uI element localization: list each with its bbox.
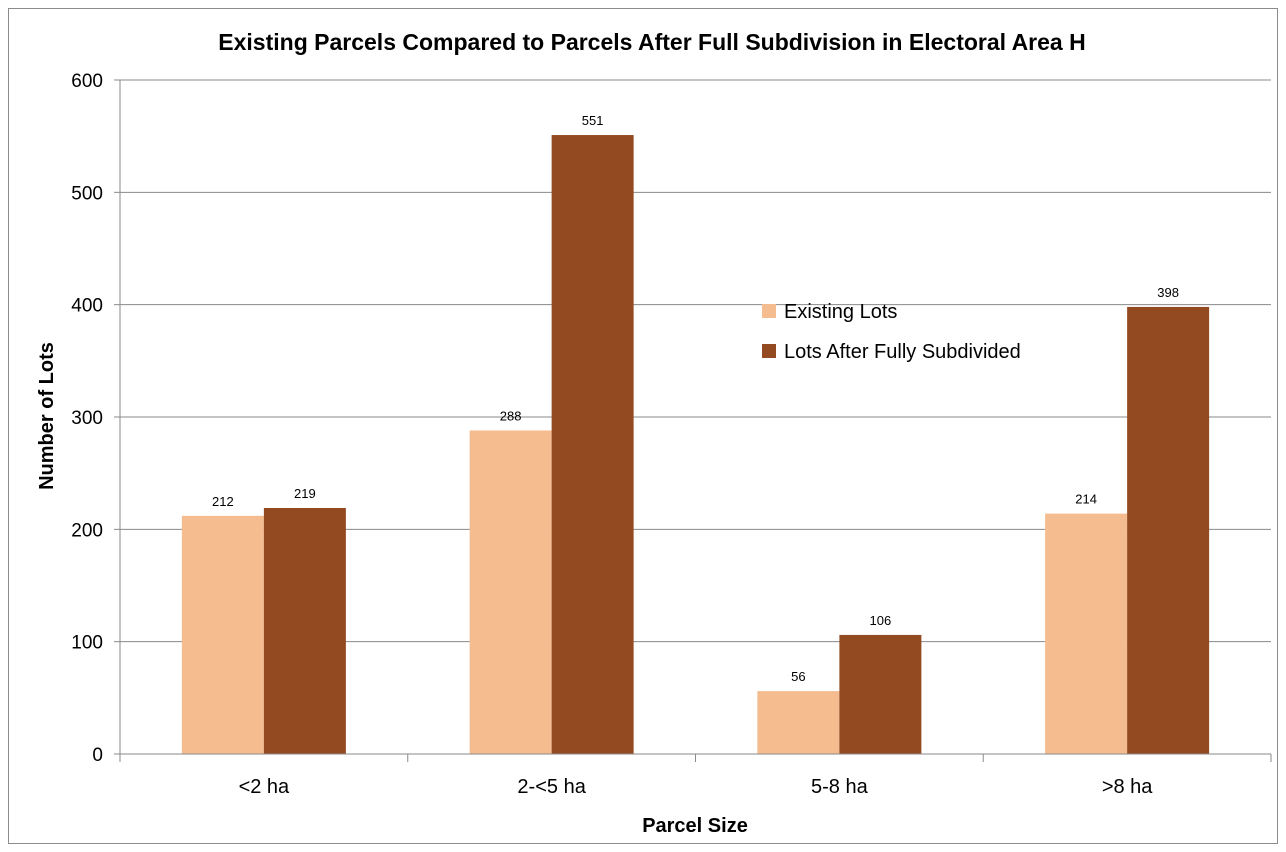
y-tick-label: 0 [92, 745, 103, 766]
y-tick-label: 500 [71, 183, 103, 204]
y-tick-label: 400 [71, 296, 103, 317]
y-tick-label: 300 [71, 408, 103, 429]
x-tick-label: <2 ha [239, 776, 290, 798]
data-labels: 212 219 288 551 56 106 214 398 [212, 113, 1179, 684]
chart-title: Existing Parcels Compared to Parcels Aft… [218, 29, 1085, 55]
bar [1127, 306, 1210, 754]
legend-swatch [762, 304, 776, 318]
x-tick-label: 2-<5 ha [517, 776, 586, 798]
bar [263, 507, 346, 754]
data-label: 288 [500, 408, 522, 423]
y-tick-label: 200 [71, 520, 103, 541]
y-tick-label: 100 [71, 633, 103, 654]
bar [1045, 513, 1128, 754]
bar [469, 430, 552, 754]
data-label: 398 [1157, 285, 1179, 300]
legend: Existing Lots Lots After Fully Subdivided [762, 301, 1021, 363]
legend-label: Lots After Fully Subdivided [784, 341, 1021, 363]
y-axis-title: Number of Lots [36, 342, 58, 490]
y-tick-labels: 0 100 200 300 400 500 600 [71, 71, 103, 766]
data-label: 106 [870, 613, 892, 628]
bar [839, 634, 922, 754]
axes [114, 79, 1272, 762]
legend-swatch [762, 344, 776, 358]
bar [181, 515, 264, 754]
bar [757, 691, 840, 754]
y-tick-label: 600 [71, 71, 103, 92]
bar [551, 135, 634, 754]
x-tick-labels: <2 ha 2-<5 ha 5-8 ha >8 ha [239, 776, 1154, 798]
x-axis-title: Parcel Size [642, 815, 748, 837]
x-tick-label: >8 ha [1102, 776, 1153, 798]
data-label: 214 [1075, 492, 1097, 507]
data-label: 56 [791, 669, 805, 684]
bars [181, 135, 1210, 754]
x-tick-label: 5-8 ha [811, 776, 869, 798]
data-label: 551 [582, 113, 604, 128]
data-label: 219 [294, 486, 316, 501]
legend-label: Existing Lots [784, 301, 897, 323]
data-label: 212 [212, 494, 234, 509]
